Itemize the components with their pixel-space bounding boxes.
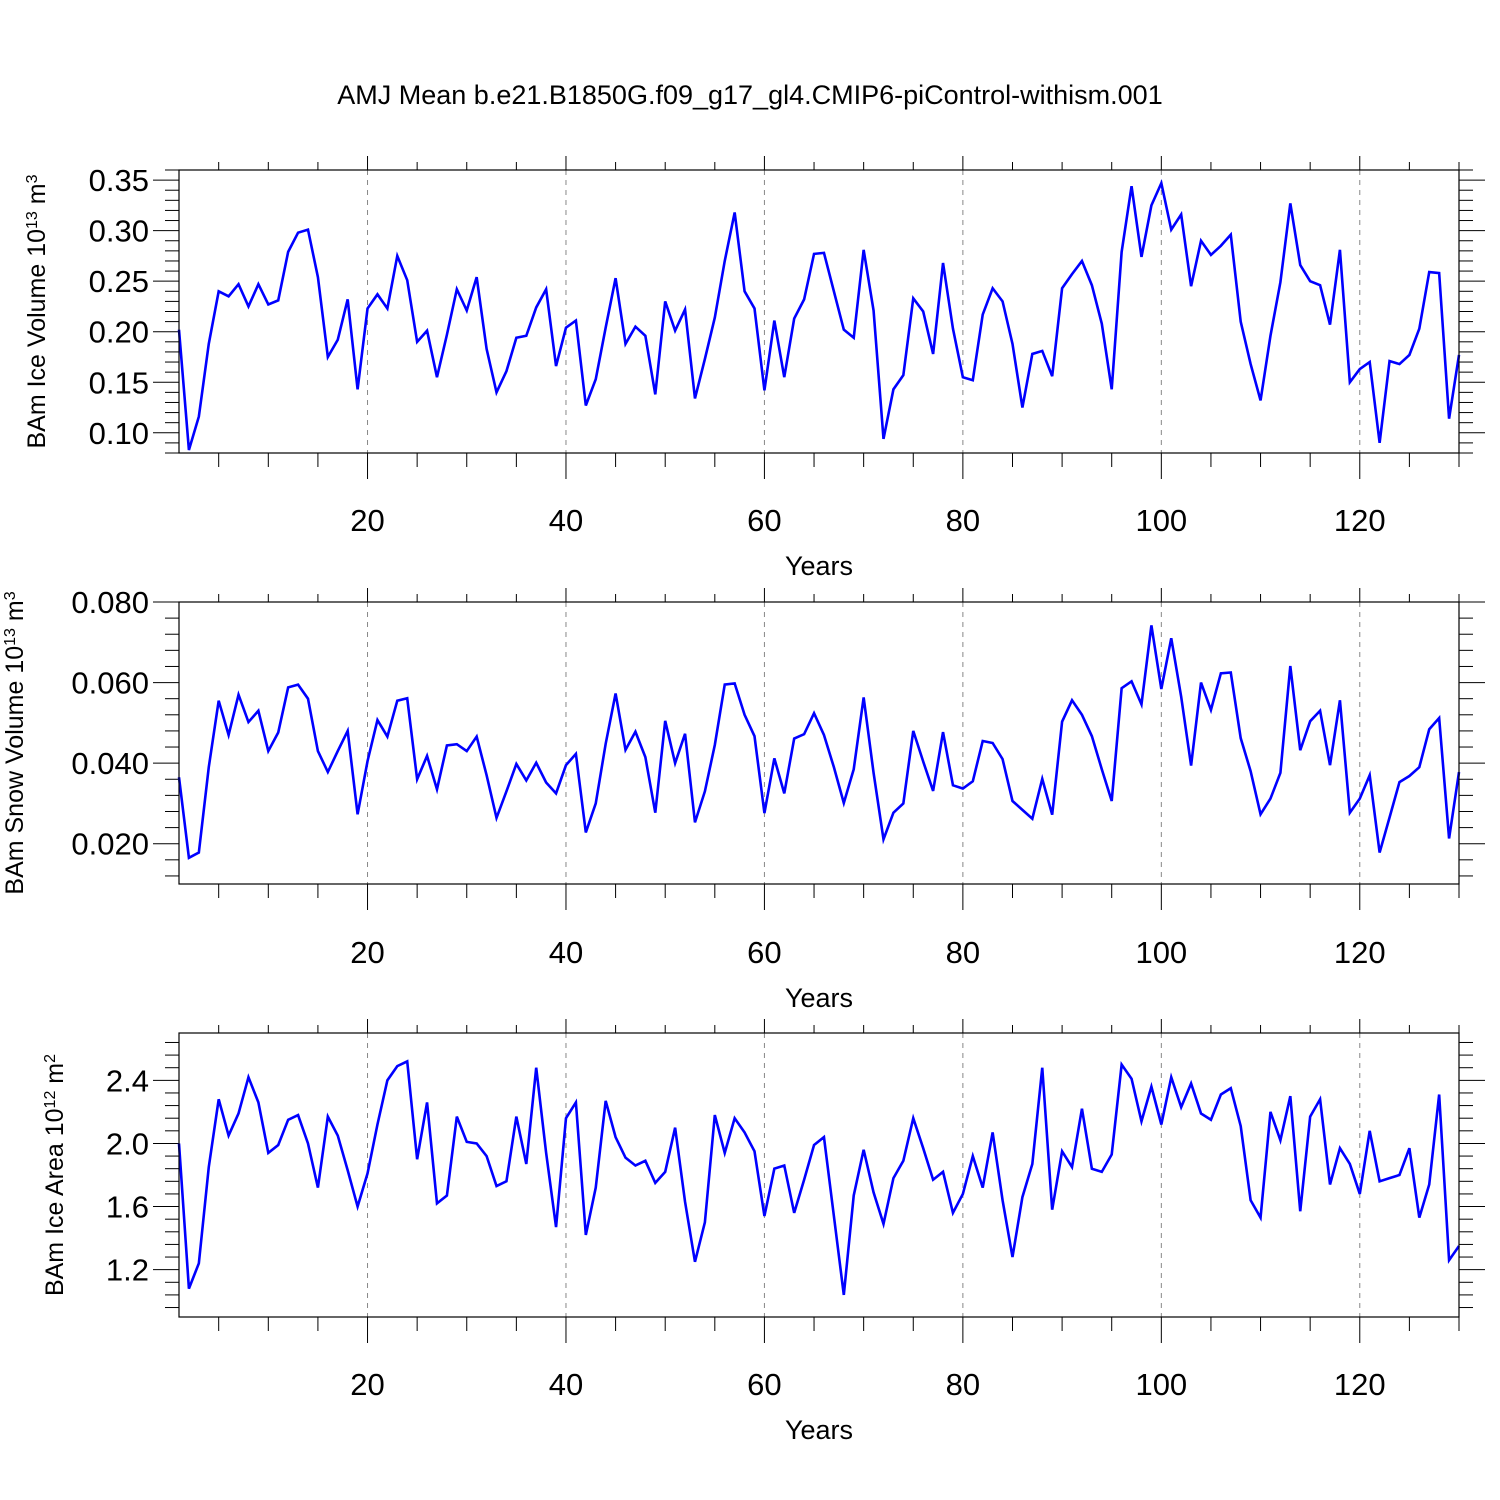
x-axis-label: Years [785, 1415, 853, 1445]
y-tick-label: 0.15 [89, 365, 149, 400]
y-axis-label: BAm Ice Volume 1013 m3 [23, 174, 51, 448]
x-tick-label: 100 [1135, 503, 1187, 538]
chart-panel-ice-area: 1.2 1.6 2.0 2.4 20 40 60 80 100 120 Years BAm Ice A… [41, 1019, 1485, 1445]
x-tick-label: 120 [1334, 935, 1386, 970]
y-tick-label: 0.25 [89, 264, 149, 299]
plot-frame [178, 601, 1460, 885]
x-tick-label: 120 [1334, 503, 1386, 538]
y-axis-label: BAm Ice Area 1012 m2 [41, 1054, 69, 1296]
x-tick-label: 40 [549, 1367, 583, 1402]
x-tick-label: 20 [350, 935, 384, 970]
y-tick-label: 0.10 [89, 416, 149, 451]
y-tick-label: 0.35 [89, 163, 149, 198]
x-tick-label: 40 [549, 503, 583, 538]
x-tick-label: 40 [549, 935, 583, 970]
x-tick-label: 60 [747, 1367, 781, 1402]
y-tick-label: 0.30 [89, 214, 149, 249]
x-axis-label: Years [785, 983, 853, 1013]
series-line-snow-volume [177, 625, 1461, 860]
y-tick-label: 0.060 [71, 666, 149, 701]
figure-title: AMJ Mean b.e21.B1850G.f09_g17_gl4.CMIP6-… [337, 80, 1163, 110]
x-tick-label: 20 [350, 503, 384, 538]
y-axis-label: BAm Snow Volume 1013 m3 [1, 591, 29, 894]
x-tick-label: 120 [1334, 1367, 1386, 1402]
plot-frame [178, 169, 1460, 454]
series-line-ice-volume [177, 178, 1461, 451]
x-tick-label: 80 [946, 1367, 980, 1402]
y-tick-label: 0.080 [71, 585, 149, 620]
x-tick-label: 100 [1135, 1367, 1187, 1402]
series-line-ice-area [177, 1059, 1461, 1296]
y-tick-label: 0.020 [71, 827, 149, 862]
y-tick-label: 0.20 [89, 315, 149, 350]
x-tick-label: 20 [350, 1367, 384, 1402]
y-tick-label: 0.040 [71, 746, 149, 781]
y-tick-label: 1.6 [106, 1190, 149, 1225]
x-tick-label: 80 [946, 935, 980, 970]
x-tick-label: 60 [747, 935, 781, 970]
plot-frame [178, 1032, 1460, 1318]
x-tick-label: 100 [1135, 935, 1187, 970]
x-tick-label: 80 [946, 503, 980, 538]
y-tick-label: 2.0 [106, 1126, 149, 1161]
chart-panel-snow-volume: 0.020 0.040 0.060 0.080 20 40 60 80 100 120 Years B… [1, 585, 1485, 1013]
x-axis-label: Years [785, 551, 853, 581]
y-tick-label: 2.4 [106, 1063, 149, 1098]
y-tick-label: 1.2 [106, 1253, 149, 1288]
x-tick-label: 60 [747, 503, 781, 538]
chart-panel-ice-volume: 0.10 0.15 0.20 0.25 0.30 0.35 20 40 60 80 100 120 Ye… [23, 156, 1485, 581]
